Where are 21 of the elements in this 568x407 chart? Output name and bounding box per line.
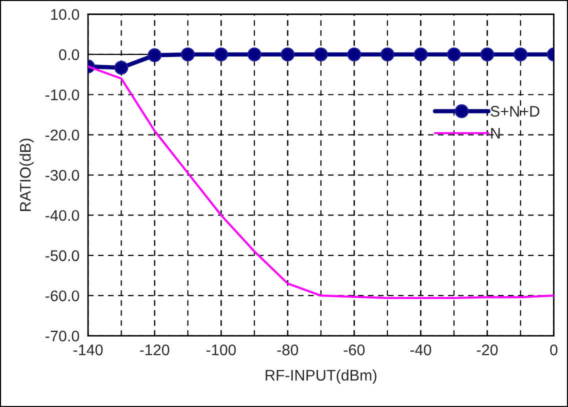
y-axis-title: RATIO(dB) xyxy=(20,138,34,211)
x-tick-label: -100 xyxy=(206,344,236,356)
y-tick-label: 0.0 xyxy=(59,49,80,60)
x-axis-title: RF-INPUT(dBm) xyxy=(266,369,376,384)
x-tick-label: -60 xyxy=(344,344,365,356)
legend-label: N xyxy=(491,128,500,138)
y-tick-label: -20.0 xyxy=(46,130,80,141)
y-tick-label: -60.0 xyxy=(46,290,80,302)
x-tick-label: -120 xyxy=(140,344,170,356)
y-tick-label: -70.0 xyxy=(46,330,80,342)
legend-label: S+N+D xyxy=(490,106,540,117)
y-tick-label: -50.0 xyxy=(46,250,80,262)
x-tick-label: -20 xyxy=(476,344,498,356)
y-tick-label: 10.0 xyxy=(51,9,80,20)
x-tick-label: 0 xyxy=(550,344,558,356)
y-tick-label: -10.0 xyxy=(46,89,80,100)
x-tick-label: -140 xyxy=(73,344,103,356)
x-tick-label: -40 xyxy=(410,344,432,356)
y-tick-label: -30.0 xyxy=(46,170,80,181)
x-tick-label: -80 xyxy=(277,344,298,356)
y-tick-label: -40.0 xyxy=(46,210,80,221)
